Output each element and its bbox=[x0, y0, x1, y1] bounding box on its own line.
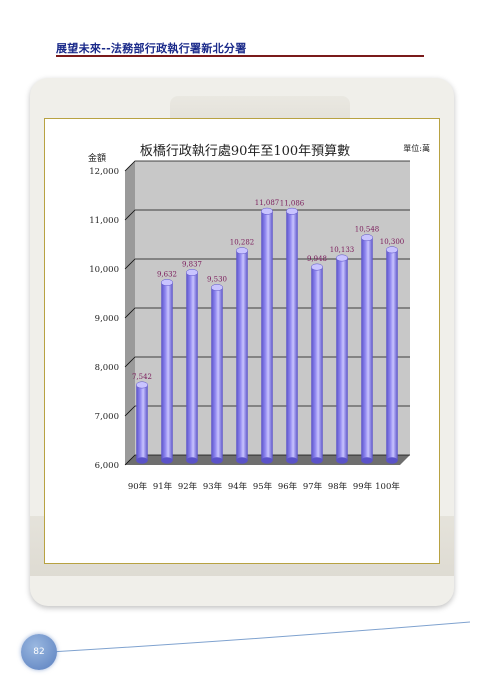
bar-base bbox=[336, 457, 348, 464]
bar-top bbox=[136, 381, 148, 389]
data-label: 9,948 bbox=[307, 255, 327, 263]
y-tick-label: 7,000 bbox=[95, 412, 119, 422]
bar-base bbox=[136, 457, 148, 464]
bar-base bbox=[386, 457, 398, 464]
bar-base bbox=[211, 457, 223, 464]
data-label: 10,548 bbox=[355, 226, 380, 234]
y-tick-label: 8,000 bbox=[95, 363, 119, 373]
x-tick-label: 99年 bbox=[353, 481, 373, 492]
bar-base bbox=[186, 457, 198, 464]
chart-card: 板橋行政執行處90年至100年預算數 單位:萬 金額 6,000 7,000 8,0… bbox=[44, 118, 440, 564]
x-tick-label: 95年 bbox=[253, 481, 273, 492]
bar-top bbox=[361, 234, 373, 242]
header-rule bbox=[56, 55, 424, 57]
x-tick-label: 93年 bbox=[203, 481, 223, 492]
budget-bar-chart: 板橋行政執行處90年至100年預算數 單位:萬 金額 6,000 7,000 8,0… bbox=[88, 143, 430, 492]
y-axis-label: 金額 bbox=[88, 152, 106, 164]
x-tick-label: 92年 bbox=[178, 481, 198, 492]
bar bbox=[186, 272, 198, 461]
x-tick-label: 100年 bbox=[375, 481, 400, 492]
bar-base bbox=[236, 457, 248, 464]
bar-top bbox=[236, 247, 248, 255]
bar-top bbox=[336, 254, 348, 262]
bar bbox=[211, 287, 223, 461]
bar-top bbox=[186, 269, 198, 276]
gridline bbox=[124, 160, 410, 172]
bar bbox=[286, 211, 298, 461]
x-tick-label: 97年 bbox=[303, 481, 323, 492]
bar-base bbox=[286, 457, 298, 464]
bar-base bbox=[161, 457, 173, 464]
x-tick-label: 96年 bbox=[278, 481, 298, 492]
x-tick-label: 94年 bbox=[228, 481, 248, 492]
data-label: 9,837 bbox=[182, 260, 202, 268]
bar-top bbox=[286, 207, 298, 215]
bar bbox=[311, 267, 323, 461]
chart-title: 板橋行政執行處90年至100年預算數 bbox=[140, 143, 350, 159]
data-label: 11,086 bbox=[280, 199, 305, 207]
bar-top bbox=[311, 263, 323, 271]
bar bbox=[386, 249, 398, 461]
bar bbox=[261, 211, 273, 461]
bar-top bbox=[161, 279, 173, 286]
bar-base bbox=[361, 457, 373, 464]
unit-label: 單位:萬 bbox=[403, 143, 430, 153]
data-label: 10,133 bbox=[330, 246, 355, 254]
x-tick-label: 90年 bbox=[128, 481, 148, 492]
y-tick-label: 10,000 bbox=[89, 265, 119, 275]
data-label: 7,542 bbox=[132, 373, 152, 381]
x-tick-label: 98年 bbox=[328, 481, 348, 492]
data-label: 9,530 bbox=[207, 276, 227, 284]
bar bbox=[336, 257, 348, 461]
x-tick-label: 91年 bbox=[153, 481, 173, 492]
data-label: 11,087 bbox=[255, 199, 280, 207]
data-label: 9,632 bbox=[157, 271, 177, 279]
data-label: 10,282 bbox=[230, 239, 255, 247]
data-label: 10,300 bbox=[380, 238, 405, 246]
footer-curve bbox=[50, 621, 470, 653]
y-tick-label: 11,000 bbox=[89, 216, 119, 226]
y-tick-label: 6,000 bbox=[95, 461, 119, 471]
gridline bbox=[124, 258, 410, 270]
bar bbox=[236, 250, 248, 461]
page-number: 82 bbox=[21, 634, 57, 670]
page-header-title: 展望未來--法務部行政執行署新北分署 bbox=[56, 42, 247, 55]
bar-top bbox=[386, 246, 398, 254]
bar bbox=[161, 282, 173, 461]
bar-top bbox=[261, 207, 273, 215]
bar-base bbox=[261, 457, 273, 464]
bar bbox=[361, 237, 373, 461]
y-tick-label: 12,000 bbox=[89, 167, 119, 177]
bar-base bbox=[311, 457, 323, 464]
y-tick-label: 9,000 bbox=[95, 314, 119, 324]
bar bbox=[136, 384, 148, 461]
bar-top bbox=[211, 284, 223, 291]
gridline bbox=[124, 209, 410, 221]
